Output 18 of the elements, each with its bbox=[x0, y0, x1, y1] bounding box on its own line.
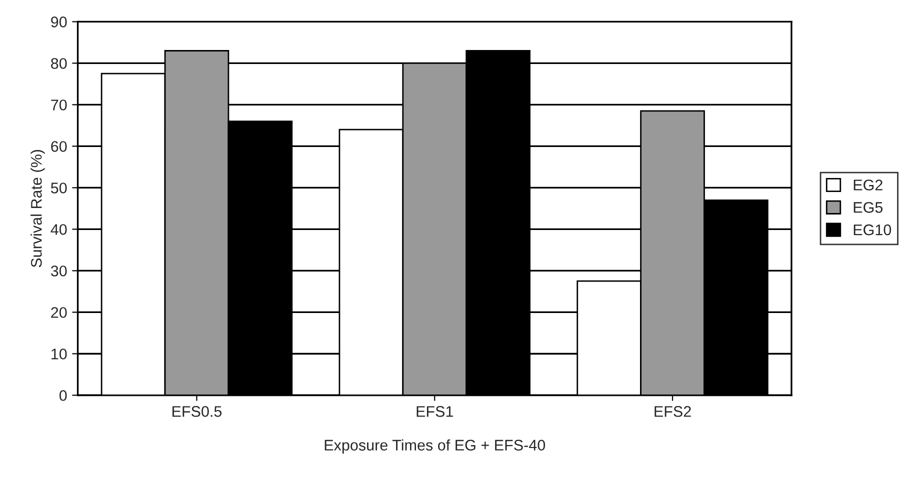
y-tick-label: 50 bbox=[50, 182, 67, 194]
y-tick-label: 20 bbox=[51, 307, 67, 318]
legend-label: EG2 bbox=[854, 180, 882, 190]
y-tick-label: 80 bbox=[51, 58, 67, 69]
legend-label: EG5 bbox=[854, 202, 883, 213]
y-tick-label: 70 bbox=[51, 100, 67, 110]
y-tick-label: 0 bbox=[59, 390, 67, 401]
y-tick-label: 60 bbox=[51, 141, 67, 152]
y-tick-label: 90 bbox=[51, 16, 67, 28]
x-tick-label: EFS1 bbox=[416, 406, 453, 417]
x-tick-label: EFS0.5 bbox=[172, 406, 222, 417]
y-tick-label: 10 bbox=[52, 348, 67, 360]
y-tick-label: 40 bbox=[50, 224, 67, 235]
y-tick-label: 30 bbox=[50, 266, 67, 276]
x-tick-label: EFS2 bbox=[654, 406, 691, 417]
legend-label: EG10 bbox=[854, 224, 892, 236]
y-axis-title: Survival Rate (%) bbox=[30, 150, 45, 268]
x-axis-title: Exposure Times of EG + EFS-40 bbox=[324, 439, 546, 454]
